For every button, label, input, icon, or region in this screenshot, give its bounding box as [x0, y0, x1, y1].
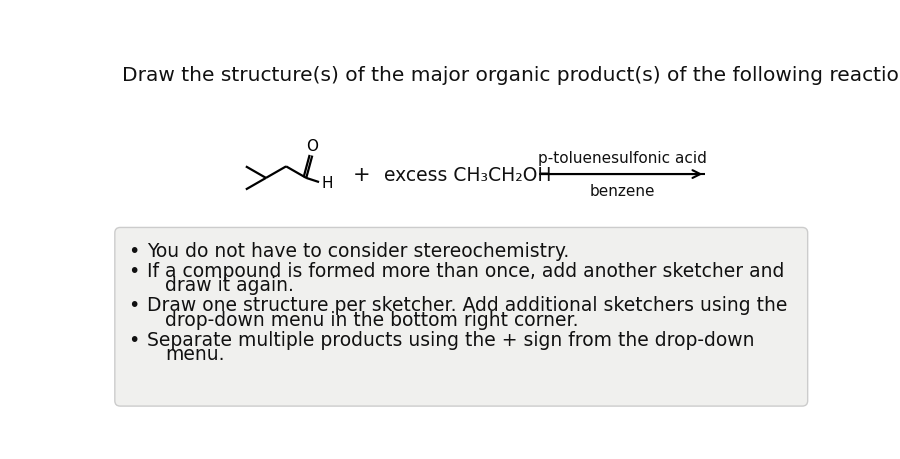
Text: •: • [129, 241, 140, 260]
Text: Separate multiple products using the + sign from the drop-down: Separate multiple products using the + s… [148, 330, 755, 349]
FancyBboxPatch shape [115, 228, 807, 406]
Text: benzene: benzene [590, 184, 655, 199]
Text: If a compound is formed more than once, add another sketcher and: If a compound is formed more than once, … [148, 261, 785, 280]
Text: excess CH₃CH₂OH: excess CH₃CH₂OH [383, 165, 551, 184]
Text: drop-down menu in the bottom right corner.: drop-down menu in the bottom right corne… [166, 310, 579, 329]
Text: Draw the structure(s) of the major organic product(s) of the following reaction.: Draw the structure(s) of the major organ… [122, 66, 900, 85]
Text: p-toluenesulfonic acid: p-toluenesulfonic acid [537, 151, 706, 165]
Text: •: • [129, 330, 140, 349]
Text: Draw one structure per sketcher. Add additional sketchers using the: Draw one structure per sketcher. Add add… [148, 296, 788, 314]
Text: draw it again.: draw it again. [166, 275, 294, 295]
Text: •: • [129, 296, 140, 314]
Text: You do not have to consider stereochemistry.: You do not have to consider stereochemis… [148, 241, 570, 260]
Text: +: + [353, 165, 371, 185]
Text: O: O [306, 138, 319, 153]
Text: menu.: menu. [166, 345, 225, 364]
Text: •: • [129, 261, 140, 280]
Text: H: H [321, 175, 333, 190]
